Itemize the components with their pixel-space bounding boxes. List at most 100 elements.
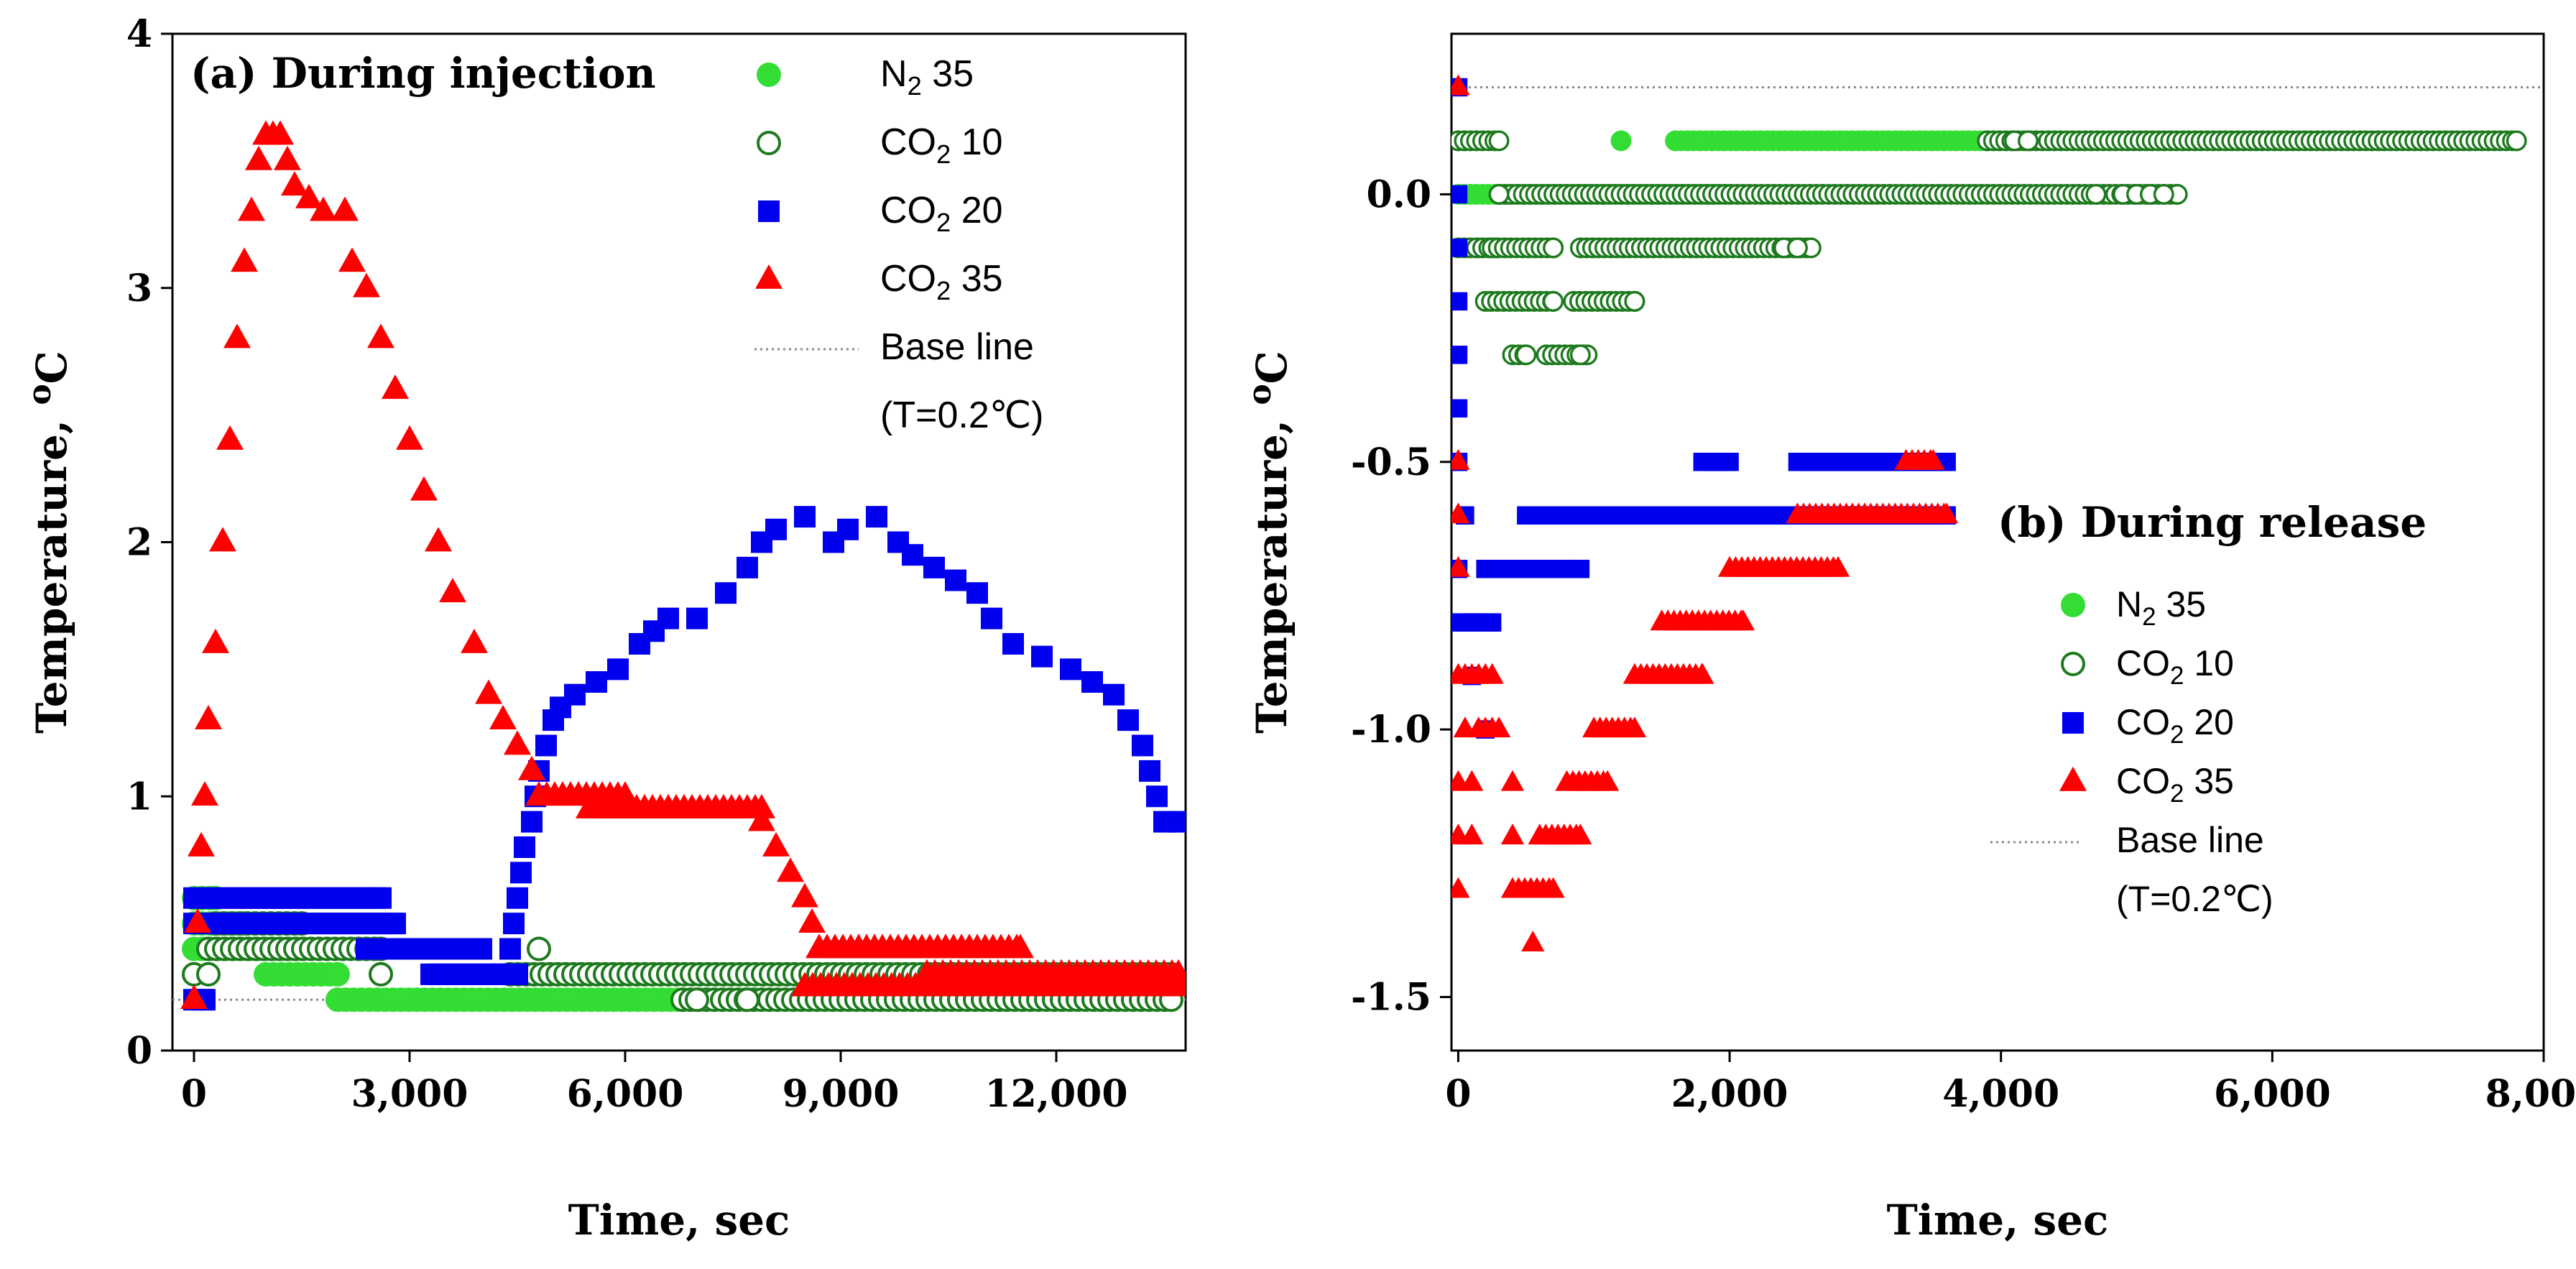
data-point <box>518 755 545 780</box>
x-tick-label: 0 <box>1445 1072 1471 1116</box>
data-point <box>686 607 708 629</box>
legend-label: CO2 10 <box>880 121 1003 169</box>
x-tick-label: 4,000 <box>1942 1072 2059 1116</box>
data-point <box>188 831 215 857</box>
data-point <box>425 527 452 552</box>
data-point <box>492 963 514 985</box>
legend-marker <box>755 264 783 289</box>
legend-marker <box>2062 712 2084 734</box>
legend-marker <box>2061 593 2085 617</box>
data-point <box>2506 130 2527 152</box>
data-point <box>966 582 988 604</box>
data-point <box>295 183 323 208</box>
data-point <box>471 938 492 960</box>
data-point <box>1731 609 1755 631</box>
x-tick-label: 12,000 <box>984 1072 1127 1116</box>
data-point <box>367 323 394 349</box>
data-point <box>338 247 366 272</box>
y-tick-label: -0.5 <box>1351 440 1431 484</box>
data-point <box>1541 877 1565 898</box>
data-point <box>1480 663 1504 684</box>
data-point <box>607 658 629 680</box>
legend-marker <box>758 200 780 222</box>
x-axis-title: Time, sec <box>1887 1196 2109 1245</box>
data-area <box>180 120 1186 1012</box>
data-point <box>310 196 337 221</box>
y-tick-label: 3 <box>126 267 152 310</box>
data-point <box>1482 613 1502 632</box>
data-point <box>1165 972 1186 997</box>
legend-label: (T=0.2℃) <box>2116 879 2273 919</box>
data-point <box>1595 770 1620 791</box>
legend-label: N2 35 <box>880 53 974 101</box>
series-co2-35 <box>1451 74 1959 952</box>
data-point <box>1451 555 1470 577</box>
data-point <box>216 425 244 450</box>
y-axis-title: Temperature, oC <box>22 351 76 734</box>
data-point <box>1103 683 1125 706</box>
x-tick-label: 8,000 <box>2485 1072 2576 1116</box>
y-tick-label: -1.0 <box>1351 708 1431 752</box>
legend-label: (T=0.2℃) <box>880 394 1043 436</box>
legend-label: CO2 20 <box>880 190 1003 237</box>
data-point <box>1168 811 1186 833</box>
data-point <box>1500 770 1525 791</box>
y-axis: 0 1 2 3 4 <box>126 12 172 1073</box>
x-axis-title: Time, sec <box>568 1196 790 1245</box>
chart-panel-b: 0 2,000 4,000 6,000 8,000 0.0 -0.5 -1.0 -1.5 Time… <box>1242 32 2576 1245</box>
data-point <box>1146 785 1168 808</box>
legend: N2 35 CO2 10 CO2 20 CO2 35 Base line (T=0.2℃) <box>1990 584 2273 919</box>
data-point <box>2085 183 2107 205</box>
y-tick-label: 0.0 <box>1367 172 1431 216</box>
y-tick-label: 4 <box>126 12 152 56</box>
data-point <box>1451 877 1470 898</box>
data-point <box>1132 734 1153 757</box>
series-co2-35 <box>180 120 1186 1010</box>
data-point <box>510 862 532 884</box>
data-area <box>1451 74 2527 952</box>
data-point <box>1691 663 1714 684</box>
data-point <box>1921 448 1945 470</box>
legend-label: Base line <box>2116 820 2264 860</box>
data-point <box>945 569 966 591</box>
data-point <box>1487 716 1511 738</box>
data-point <box>735 987 760 1012</box>
data-point <box>777 857 804 882</box>
legend-label: CO2 35 <box>880 258 1003 305</box>
data-point <box>1500 823 1525 845</box>
data-point <box>1720 453 1739 471</box>
data-point <box>184 908 211 933</box>
data-point <box>902 544 923 566</box>
x-axis: 0 3,000 6,000 9,000 12,000 <box>181 1051 1128 1116</box>
data-point <box>1569 823 1592 845</box>
data-point <box>238 196 265 221</box>
data-point <box>1060 658 1081 680</box>
data-point <box>1031 645 1053 668</box>
y-tick-label: -1.5 <box>1351 976 1431 1020</box>
series-co2-20 <box>183 506 1186 1011</box>
data-point <box>1451 185 1468 204</box>
data-point <box>507 887 528 909</box>
data-point <box>2153 183 2174 205</box>
data-point <box>765 518 787 540</box>
data-point <box>1451 502 1470 524</box>
data-point <box>762 831 790 857</box>
data-point <box>1081 671 1103 693</box>
chart-panel-a: 0 3,000 6,000 9,000 12,000 0 1 2 3 4 Time, sec Temp… <box>22 12 1187 1245</box>
data-point <box>191 781 218 806</box>
data-point <box>1002 633 1024 655</box>
data-point <box>1787 237 1808 259</box>
y-tick-label: 0 <box>126 1029 152 1073</box>
legend-label: CO2 20 <box>2116 702 2234 749</box>
data-point <box>439 578 466 603</box>
legend-label: CO2 35 <box>2116 761 2234 808</box>
data-point <box>1139 760 1160 782</box>
data-point <box>231 247 258 272</box>
data-point <box>1571 559 1590 578</box>
data-point <box>503 913 525 935</box>
data-point <box>331 196 359 221</box>
data-point <box>384 913 406 935</box>
data-point <box>685 987 709 1012</box>
data-point <box>521 811 543 833</box>
data-point <box>1521 931 1545 952</box>
